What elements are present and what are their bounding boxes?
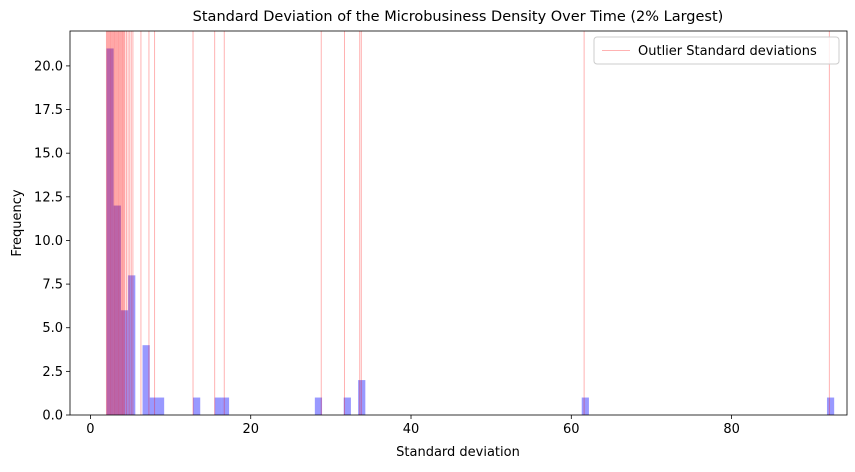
y-tick-label: 20.0 <box>34 59 63 74</box>
x-tick-label: 80 <box>723 422 740 437</box>
y-tick-label: 0.0 <box>42 409 63 424</box>
histogram-bar <box>120 310 129 415</box>
plot-frame <box>69 30 848 416</box>
y-tick-label: 15.0 <box>34 147 63 162</box>
histogram-bar <box>113 205 121 415</box>
y-tick-label: 17.5 <box>34 103 63 118</box>
histogram-bar <box>314 397 323 415</box>
y-tick-label: 7.5 <box>42 278 63 293</box>
histogram-bar <box>358 380 366 415</box>
histogram-bar <box>214 397 222 415</box>
x-tick-label: 60 <box>563 422 580 437</box>
histogram-bar <box>581 397 589 415</box>
histogram-bar <box>221 397 230 415</box>
x-tick-label: 40 <box>403 422 420 437</box>
x-axis-label: Standard deviation <box>396 445 520 460</box>
histogram-bar <box>128 275 136 415</box>
y-axis-label: Frequency <box>10 189 25 256</box>
histogram-bar <box>142 345 150 415</box>
y-tick-label: 12.5 <box>34 190 63 205</box>
histogram-bar <box>826 397 835 415</box>
histogram-bar <box>343 397 351 415</box>
histogram-bar <box>106 48 114 415</box>
legend-frame <box>593 36 840 65</box>
y-tick-label: 5.0 <box>42 321 63 336</box>
legend-label-outlier: Outlier Standard deviations <box>638 44 817 59</box>
chart-title: Standard Deviation of the Microbusiness … <box>193 9 724 25</box>
x-tick-label: 0 <box>86 422 94 437</box>
histogram-bar <box>156 397 165 415</box>
axes: 0 20 40 60 80 0.0 2.5 5.0 7.5 10.0 12.5 15.0 17.5 20.… <box>34 30 848 437</box>
legend: Outlier Standard deviations <box>593 36 840 65</box>
plot-area <box>105 31 835 415</box>
x-tick-label: 20 <box>242 422 259 437</box>
y-tick-label: 2.5 <box>42 365 63 380</box>
y-tick-label: 10.0 <box>34 234 63 249</box>
histogram-bar <box>149 397 157 415</box>
histogram-bar <box>193 397 201 415</box>
